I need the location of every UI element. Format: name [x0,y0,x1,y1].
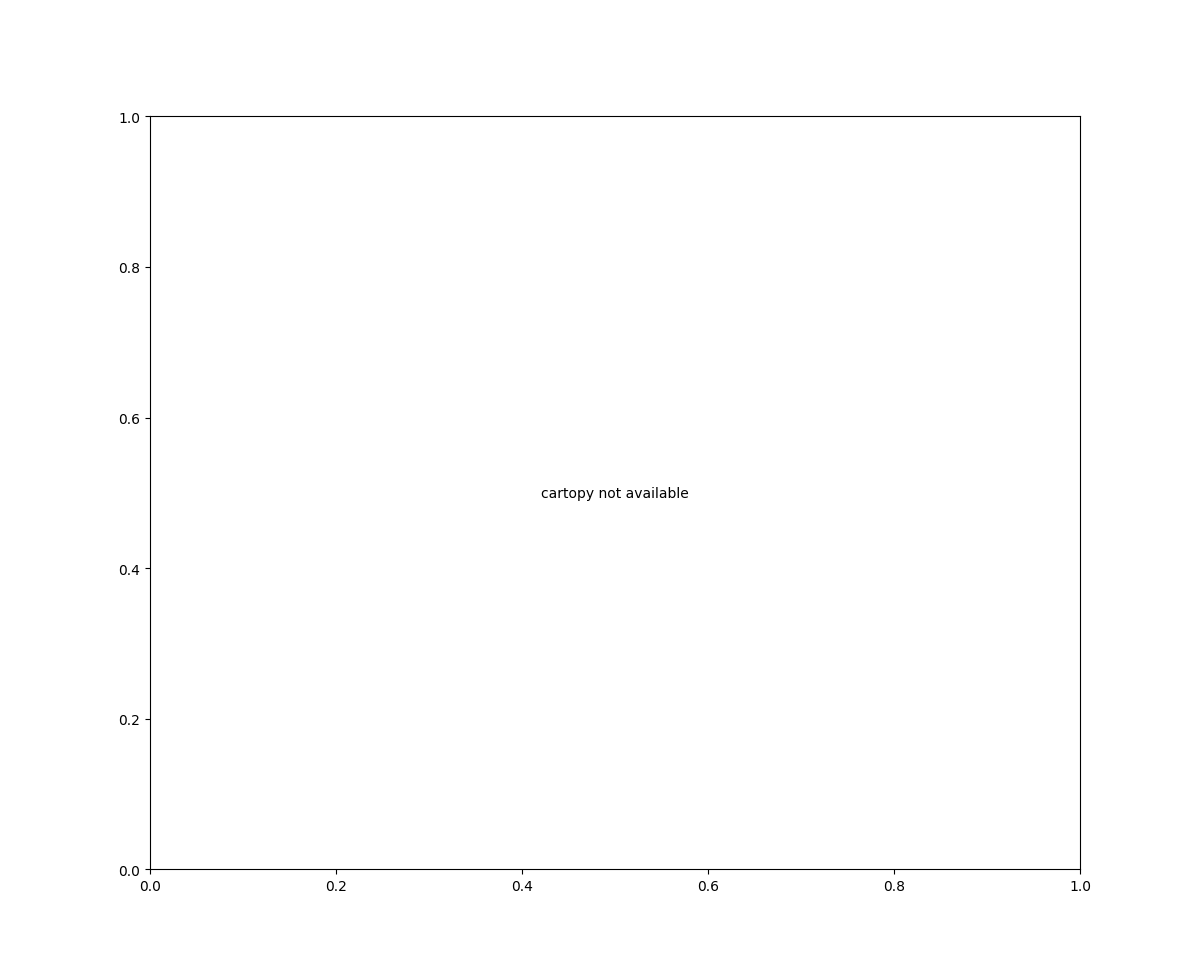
Text: cartopy not available: cartopy not available [541,487,689,500]
